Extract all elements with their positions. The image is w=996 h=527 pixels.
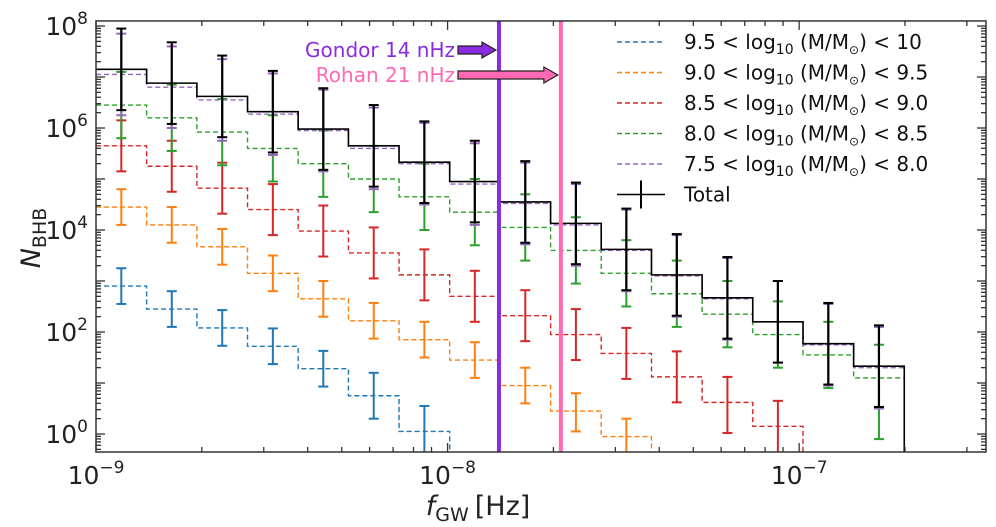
vertical-reference-lines	[496, 20, 563, 452]
errorbar	[116, 188, 127, 226]
errorbar	[570, 392, 581, 433]
errorbar	[520, 289, 531, 343]
errorbar	[621, 207, 632, 292]
y-axis-label-var: N	[16, 248, 47, 268]
errorbar	[368, 226, 379, 280]
errorbar	[318, 87, 329, 171]
legend-item: 7.5 < log10 (M/M⊙) < 8.0	[617, 152, 928, 180]
errorbar	[873, 324, 884, 408]
errorbar	[166, 41, 177, 125]
errorbar	[267, 327, 278, 366]
y-tick-label: 104	[45, 213, 88, 245]
errorbar	[520, 366, 531, 405]
legend-label: Total	[683, 183, 731, 207]
errorbar	[419, 404, 430, 452]
errorbar	[520, 160, 531, 244]
errorbar	[469, 269, 480, 323]
annotation-arrow-gondor	[457, 40, 498, 60]
errorbar	[469, 341, 480, 379]
legend-label: 9.5 < log10 (M/M⊙) < 10	[684, 30, 922, 58]
legend-item: 9.0 < log10 (M/M⊙) < 9.5	[617, 61, 928, 89]
x-ticks: 10−9 10−8 10−7	[68, 20, 968, 490]
legend-label: 9.0 < log10 (M/M⊙) < 9.5	[684, 61, 928, 89]
errorbar	[267, 254, 278, 293]
x-axis-label-unit: [Hz]	[475, 491, 531, 522]
errorbar	[772, 399, 783, 452]
errorbar	[722, 375, 733, 434]
legend-item: Total	[617, 180, 731, 209]
errorbar	[570, 308, 581, 362]
series-2	[96, 119, 804, 452]
series-step-line	[96, 206, 653, 452]
x-tick-label: 10−9	[68, 458, 125, 490]
annotation-arrow-rohan	[457, 65, 560, 85]
legend-item: 8.5 < log10 (M/M⊙) < 9.0	[617, 91, 928, 119]
errorbar	[267, 183, 278, 237]
annotation-gondor: Gondor 14 nHz	[305, 38, 455, 62]
errorbar	[671, 350, 682, 404]
series-1	[96, 188, 653, 452]
errorbar	[318, 349, 329, 388]
x-axis-label-sub: GW	[435, 504, 469, 526]
y-tick-label: 102	[45, 315, 88, 347]
y-tick-label: 106	[45, 111, 88, 143]
errorbar	[772, 280, 783, 364]
x-tick-label: 10−7	[771, 458, 828, 490]
errorbar	[823, 301, 834, 386]
errorbar	[368, 301, 379, 340]
errorbar	[116, 27, 127, 112]
x-tick-label: 10−8	[419, 458, 476, 490]
annotation-rohan: Rohan 21 nHz	[316, 63, 455, 87]
y-tick-label: 100	[45, 417, 88, 449]
errorbar	[368, 104, 379, 188]
errorbar	[368, 371, 379, 420]
series-step-line	[96, 145, 804, 452]
legend: 9.5 < log10 (M/M⊙) < 10 9.0 < log10 (M/M⊙…	[617, 30, 928, 209]
plot-frame	[95, 20, 987, 453]
errorbar	[267, 69, 278, 154]
errorbar	[419, 248, 430, 302]
errorbar	[166, 206, 177, 244]
errorbar	[116, 267, 127, 305]
errorbar	[419, 320, 430, 359]
errorbar	[166, 290, 177, 328]
errorbar	[318, 204, 329, 258]
errorbar	[621, 417, 632, 452]
y-tick-label: 108	[45, 9, 88, 41]
series-0	[96, 267, 451, 452]
legend-item: 9.5 < log10 (M/M⊙) < 10	[617, 30, 922, 58]
errorbar	[621, 326, 632, 380]
legend-label: 8.5 < log10 (M/M⊙) < 9.0	[684, 91, 928, 119]
legend-item: 8.0 < log10 (M/M⊙) < 8.5	[617, 122, 928, 150]
y-ticks: 100 102 104 106 108	[45, 9, 986, 451]
y-axis-label-sub: BHB	[29, 208, 51, 248]
series-step-line	[96, 285, 451, 452]
errorbar	[318, 280, 329, 318]
errorbar	[570, 181, 581, 266]
errorbar	[671, 233, 682, 317]
x-axis-label: fGW [Hz]	[426, 491, 531, 526]
errorbar	[217, 54, 228, 139]
y-axis-label: NBHB	[16, 208, 51, 269]
legend-label: 8.0 < log10 (M/M⊙) < 8.5	[684, 122, 928, 150]
legend-label: 7.5 < log10 (M/M⊙) < 8.0	[684, 152, 928, 180]
errorbar	[469, 139, 480, 224]
errorbar	[217, 227, 228, 266]
errorbar	[217, 309, 228, 347]
errorbar	[419, 120, 430, 204]
errorbar	[722, 256, 733, 340]
